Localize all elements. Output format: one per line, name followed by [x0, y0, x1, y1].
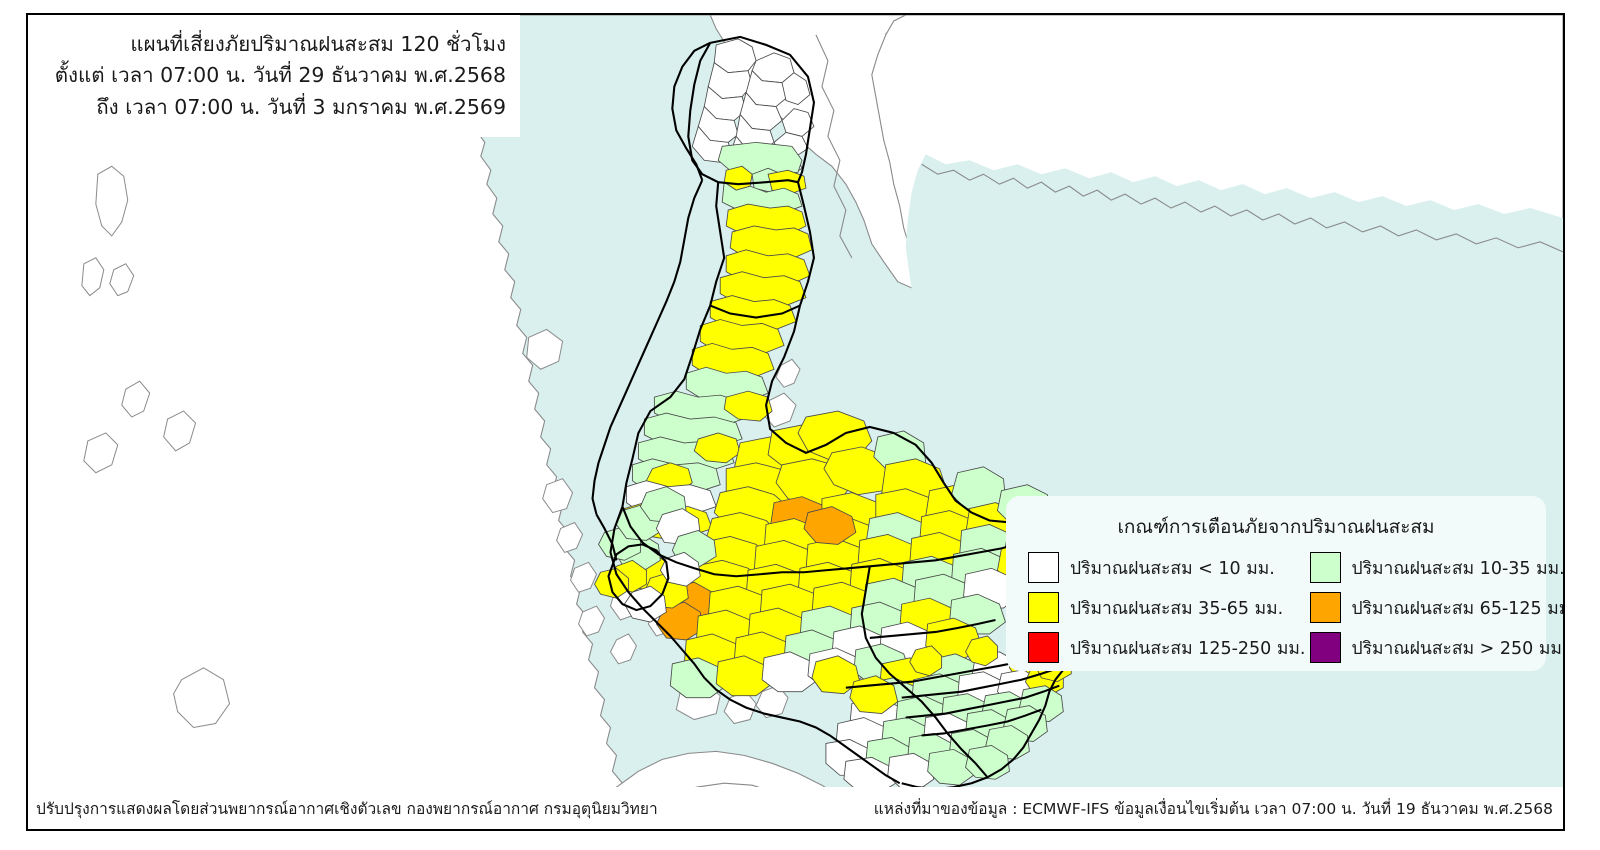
legend-item-lt10[interactable]: ปริมาณฝนสะสม < 10 มม. [1028, 552, 1306, 583]
legend-grid: ปริมาณฝนสะสม < 10 มม. ปริมาณฝนสะสม 10-35… [1006, 552, 1563, 663]
title-line-1: แผนที่เสี่ยงภัยปริมาณฝนสะสม 120 ชั่วโมง [130, 32, 506, 57]
legend-swatch-10-35 [1309, 552, 1341, 583]
legend-heading: เกณฑ์การเตือนภัยจากปริมาณฝนสะสม [1117, 516, 1435, 538]
legend-item-65-125[interactable]: ปริมาณฝนสะสม 65-125 มม. [1309, 592, 1565, 623]
legend-item-35-65[interactable]: ปริมาณฝนสะสม 35-65 มม. [1028, 592, 1306, 623]
footer-right-text: แหล่งที่มาของข้อมูล : ECMWF-IFS ข้อมูลเง… [873, 799, 1553, 818]
legend-swatch-lt10 [1028, 552, 1059, 583]
legend-label-125-250: ปริมาณฝนสะสม 125-250 มม. [1070, 638, 1306, 659]
legend-swatch-65-125 [1309, 592, 1341, 623]
province-surat-upper [624, 271, 807, 539]
province-chumphon-upper [717, 141, 813, 287]
cambodia-coast-detail [921, 163, 1563, 253]
legend-item-125-250[interactable]: ปริมาณฝนสะสม 125-250 มม. [1028, 632, 1306, 663]
legend-item-10-35[interactable]: ปริมาณฝนสะสม 10-35 มม. [1309, 552, 1565, 583]
legend-swatch-35-65 [1028, 592, 1059, 623]
legend-swatch-125-250 [1028, 632, 1059, 663]
footer-bar: ปรับปรุงการแสดงผลโดยส่วนพยากรณ์อากาศเชิง… [28, 787, 1563, 829]
map-title-card: แผนที่เสี่ยงภัยปริมาณฝนสะสม 120 ชั่วโมง … [28, 15, 520, 137]
legend-swatch-gt250 [1309, 632, 1341, 663]
province-prachuap-khiri-khan [691, 38, 815, 177]
title-line-3: ถึง เวลา 07:00 น. วันที่ 3 มกราคม พ.ศ.25… [96, 94, 506, 119]
map-frame: .sea { fill:#d9f0ee; } .land { fill:#fff… [26, 13, 1565, 831]
map-canvas[interactable]: .sea { fill:#d9f0ee; } .land { fill:#fff… [28, 15, 1563, 829]
footer-left-text: ปรับปรุงการแสดงผลโดยส่วนพยากรณ์อากาศเชิง… [36, 799, 658, 818]
map-svg: .sea { fill:#d9f0ee; } .land { fill:#fff… [28, 15, 1563, 829]
legend-label-lt10: ปริมาณฝนสะสม < 10 มม. [1070, 558, 1275, 579]
thai-myanmar-border [591, 41, 711, 561]
west-coast-districts [594, 486, 717, 623]
legend-panel: เกณฑ์การเตือนภัยจากปริมาณฝนสะสม ปริมาณฝน… [1006, 496, 1563, 671]
title-line-2: ตั้งแต่ เวลา 07:00 น. วันที่ 29 ธันวาคม … [54, 63, 506, 88]
west-coastline-detail [28, 15, 628, 829]
legend-item-gt250[interactable]: ปริมาณฝนสะสม > 250 มม. [1309, 632, 1565, 663]
legend-label-10-35: ปริมาณฝนสะสม 10-35 มม. [1351, 558, 1565, 579]
legend-label-35-65: ปริมาณฝนสะสม 35-65 มม. [1070, 598, 1284, 619]
legend-label-gt250: ปริมาณฝนสะสม > 250 มม. [1351, 638, 1565, 659]
legend-label-65-125: ปริมาณฝนสะสม 65-125 มม. [1351, 598, 1565, 619]
